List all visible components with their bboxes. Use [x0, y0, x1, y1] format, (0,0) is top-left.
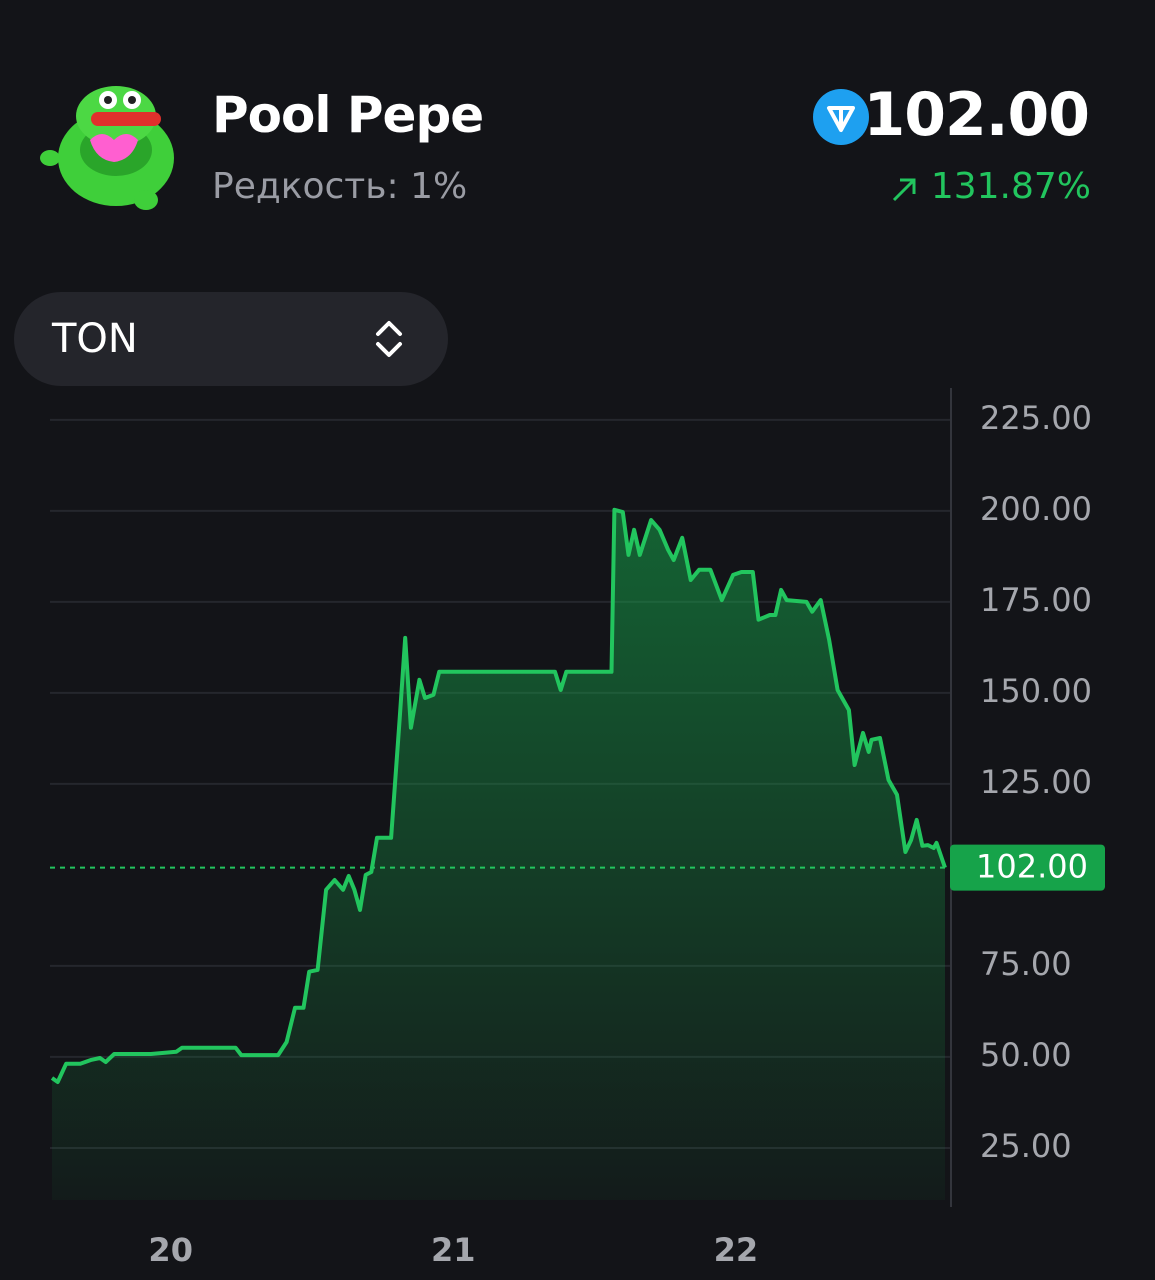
price-line [50, 507, 947, 1084]
y-tick-label: 125.00 [980, 763, 1092, 801]
y-tick-label: 50.00 [980, 1036, 1072, 1074]
collectible-icon [40, 86, 174, 210]
y-tick-label: 75.00 [980, 945, 1072, 983]
price-change: 131.87% [930, 166, 1091, 207]
rarity: Редкость: 1% [212, 166, 468, 207]
x-tick-label: 20 [148, 1231, 193, 1269]
y-tick-label: 25.00 [980, 1127, 1072, 1165]
price: 102.00 [863, 80, 1090, 150]
currency-label: TON [52, 316, 138, 362]
last-price-label: 102.00 [976, 848, 1088, 886]
y-tick-label: 200.00 [980, 490, 1092, 528]
y-tick-label: 225.00 [980, 399, 1092, 437]
x-tick-label: 21 [431, 1231, 476, 1269]
chevron-updown [376, 321, 402, 357]
last-price-badge [950, 844, 1105, 891]
ton-icon [813, 89, 869, 145]
y-tick-label: 175.00 [980, 581, 1092, 619]
currency-selector[interactable]: TON [14, 292, 448, 386]
x-tick-label: 22 [714, 1231, 759, 1269]
item-title: Pool Pepe [212, 86, 484, 144]
area-fill [52, 509, 945, 1200]
up-arrow [892, 178, 916, 202]
y-tick-label: 150.00 [980, 672, 1092, 710]
